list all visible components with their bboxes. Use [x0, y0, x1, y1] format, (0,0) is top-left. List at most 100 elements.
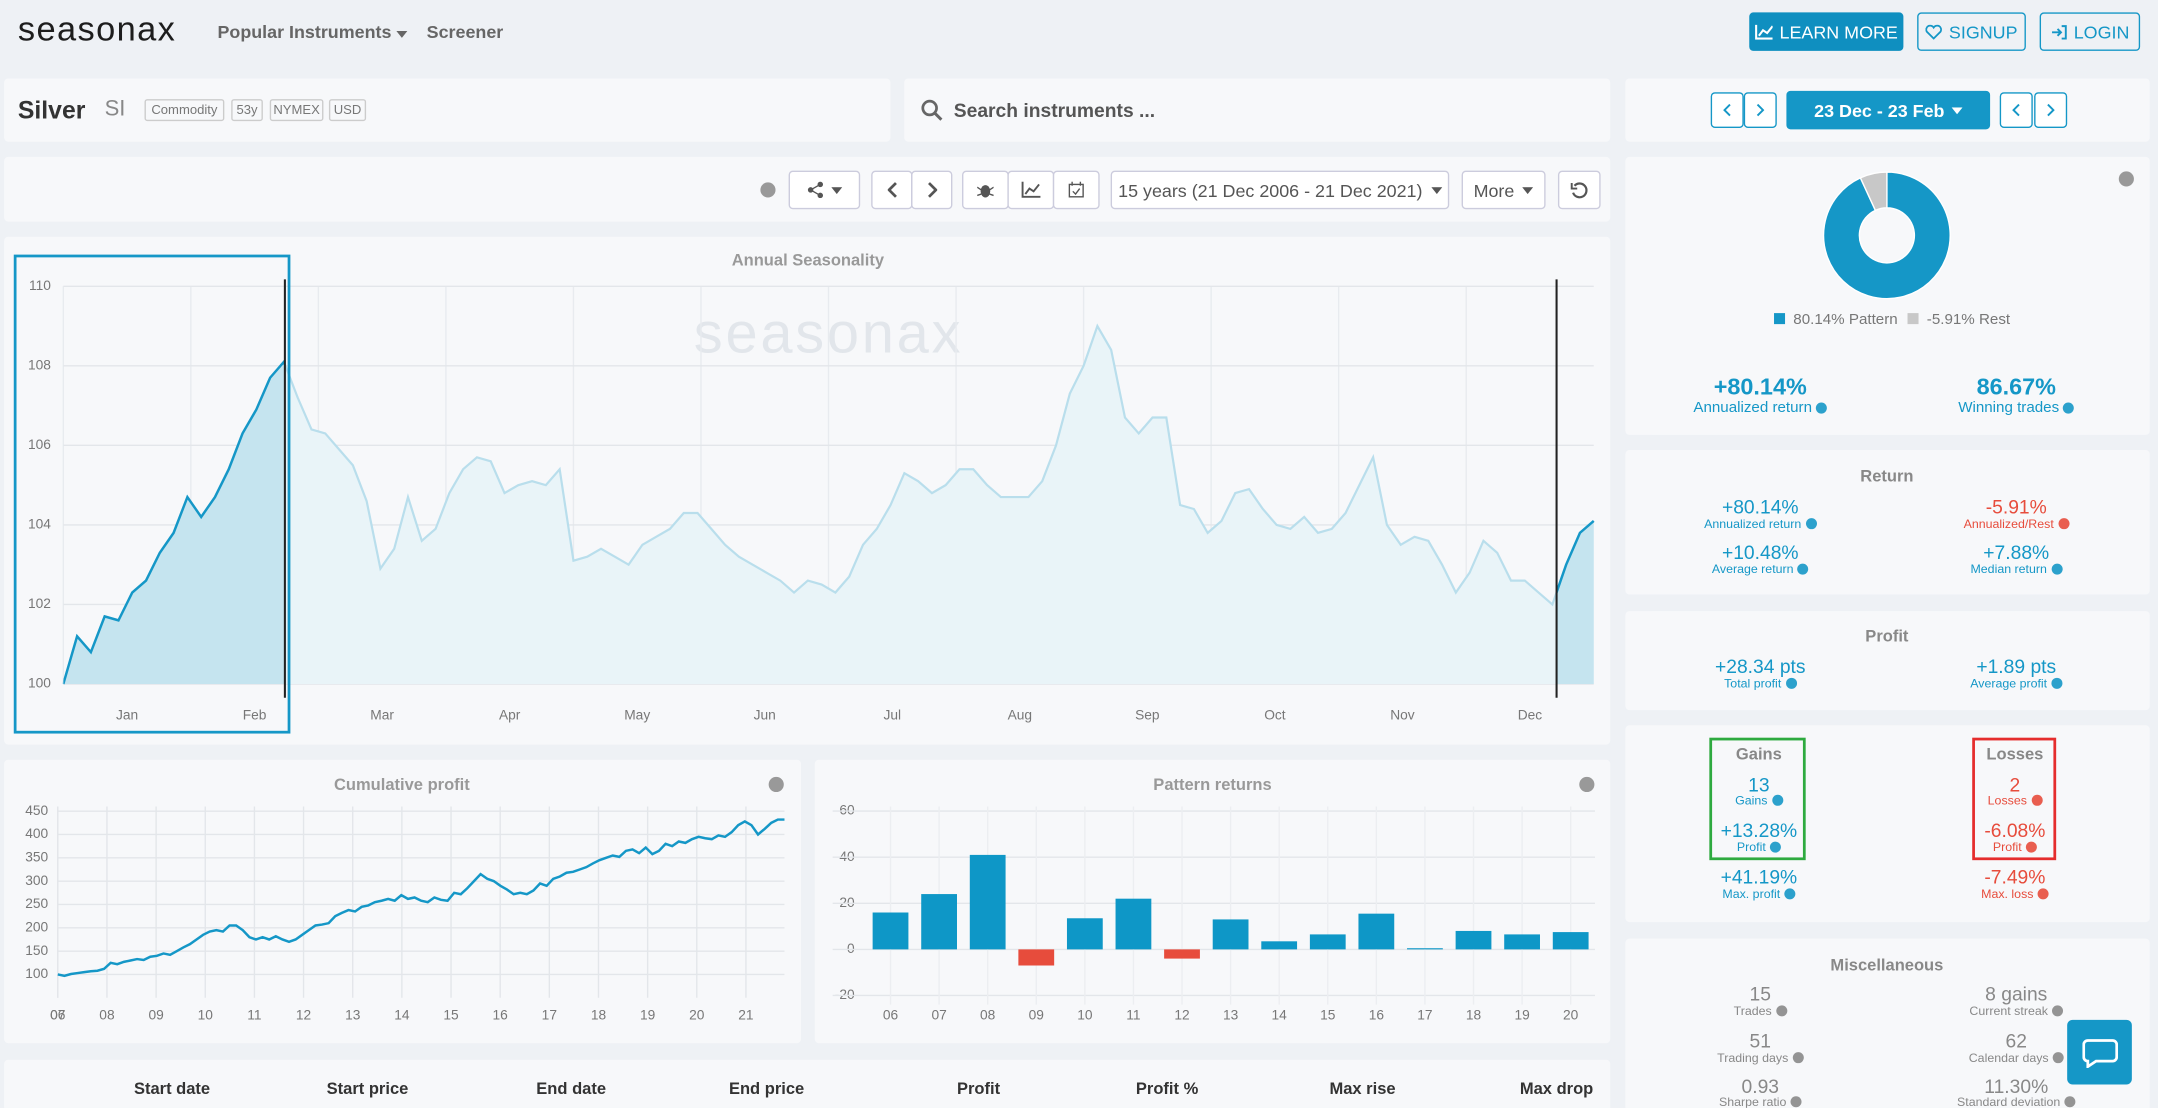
caret — [1430, 186, 1442, 194]
help-icon[interactable] — [2037, 888, 2049, 900]
x-tick-label: 10 — [198, 1007, 214, 1022]
icon — [1756, 103, 1765, 117]
stat-value: -7.49% — [1984, 865, 2046, 888]
icon — [1723, 103, 1731, 117]
area — [63, 326, 1594, 685]
nav-item[interactable]: Screener — [426, 21, 504, 42]
search-panel[interactable] — [904, 78, 1611, 142]
stat-label: Annualized return — [1704, 517, 1817, 530]
stat-value: +80.14% — [1713, 373, 1807, 400]
help-icon[interactable] — [1579, 776, 1596, 793]
table-header[interactable]: End price — [728, 1079, 805, 1099]
stat-value: 51 — [1749, 1029, 1771, 1052]
icon — [1570, 181, 1588, 198]
search-input[interactable]: Search instruments ... — [953, 99, 1156, 122]
x-tick-label: Oct — [1264, 707, 1286, 722]
next-button[interactable] — [2034, 92, 2068, 128]
signup-button[interactable]: SIGNUP — [1917, 12, 2026, 51]
label: Max. profit — [1722, 887, 1781, 901]
help-icon[interactable] — [2052, 1052, 2064, 1064]
x-tick-label: Feb — [243, 707, 267, 722]
help-icon[interactable] — [2051, 563, 2063, 575]
stat-value: 2 — [2009, 773, 2021, 796]
table-header[interactable]: Profit % — [1135, 1079, 1199, 1099]
period-select[interactable]: 15 years (21 Dec 2006 - 21 Dec 2021) — [1110, 170, 1450, 210]
icon — [977, 185, 994, 198]
x-tick-label: 21 — [738, 1007, 753, 1022]
y-tick-label: 400 — [25, 826, 48, 841]
help-icon[interactable] — [768, 776, 785, 793]
help-icon[interactable] — [2031, 794, 2043, 806]
stat-value: 13 — [1748, 773, 1770, 796]
x-tick-label: May — [624, 707, 650, 722]
help-icon[interactable] — [2051, 677, 2063, 689]
help-icon[interactable] — [760, 182, 777, 199]
calendar-button[interactable] — [1052, 170, 1100, 210]
reset-button[interactable] — [1557, 170, 1601, 210]
date-range: 23 Dec - 23 Feb — [1814, 99, 1945, 121]
help-icon[interactable] — [1797, 563, 1809, 575]
x-tick-label: 08 — [99, 1007, 115, 1022]
stat-value: 0.93 — [1741, 1074, 1780, 1097]
help-icon[interactable] — [1785, 677, 1797, 689]
help-icon[interactable] — [2118, 171, 2135, 188]
y-tick-label: 200 — [25, 919, 48, 934]
logo[interactable]: seasonax — [17, 10, 177, 49]
y-tick-label: 150 — [25, 943, 48, 958]
table-header[interactable]: Max drop — [1519, 1079, 1594, 1099]
x-tick-label: 15 — [443, 1007, 459, 1022]
x-tick-label: 20 — [689, 1007, 705, 1022]
label: Average profit — [1970, 676, 2048, 691]
help-icon[interactable] — [1771, 794, 1783, 806]
table-header[interactable]: End date — [536, 1079, 607, 1099]
nav-item[interactable]: Popular Instruments — [217, 23, 408, 41]
share-button[interactable] — [788, 170, 861, 210]
label: Average return — [1711, 562, 1794, 576]
next-button[interactable] — [1743, 92, 1777, 128]
x-tick-label: Jul — [883, 707, 901, 722]
x-tick-label: 17 — [542, 1007, 557, 1022]
chat-button[interactable] — [2067, 1019, 2132, 1085]
x-tick-label: 11 — [247, 1007, 261, 1022]
debug-button[interactable] — [962, 170, 1009, 210]
table-header[interactable]: Max rise — [1329, 1079, 1396, 1099]
table-header[interactable]: Start date — [133, 1079, 211, 1099]
next-button[interactable] — [911, 170, 953, 210]
y-tick-label: 60 — [839, 803, 855, 818]
legend-item: 80.14% Pattern — [1774, 312, 1898, 328]
table-header[interactable]: Start price — [326, 1079, 409, 1099]
label: Total profit — [1724, 676, 1782, 691]
stat-label: Sharpe ratio — [1719, 1096, 1802, 1108]
help-icon[interactable] — [1769, 841, 1781, 853]
bar — [1164, 949, 1200, 959]
help-icon[interactable] — [2057, 518, 2069, 530]
help-icon[interactable] — [2025, 841, 2037, 853]
help-icon[interactable] — [2063, 402, 2075, 414]
caret — [396, 30, 408, 38]
help-icon[interactable] — [2052, 1005, 2064, 1017]
pie-slice — [1822, 171, 1951, 300]
tag: USD — [328, 99, 367, 122]
stat-label: Max. profit — [1722, 887, 1796, 901]
prev-button[interactable] — [1999, 92, 2033, 128]
y-tick-label: 40 — [839, 849, 855, 864]
help-icon[interactable] — [1792, 1052, 1804, 1064]
help-icon[interactable] — [1790, 1096, 1802, 1108]
prev-button[interactable] — [871, 170, 913, 210]
help-icon[interactable] — [1775, 1005, 1787, 1017]
x-tick-label: 07 — [931, 1007, 946, 1022]
help-icon[interactable] — [2064, 1096, 2076, 1108]
learn-more-button[interactable]: LEARN MORE — [1749, 12, 1904, 51]
y-tick-label: 110 — [29, 278, 51, 293]
help-icon[interactable] — [1816, 402, 1828, 414]
help-icon[interactable] — [1784, 888, 1796, 900]
instrument-panel — [4, 78, 891, 142]
bar — [921, 894, 957, 950]
date-range-button[interactable]: 23 Dec - 23 Feb — [1786, 90, 1991, 130]
prev-button[interactable] — [1710, 92, 1744, 128]
more-button[interactable]: More — [1461, 170, 1546, 210]
login-button[interactable]: LOGIN — [2039, 12, 2141, 51]
help-icon[interactable] — [1805, 518, 1817, 530]
table-header[interactable]: Profit — [956, 1079, 1001, 1099]
